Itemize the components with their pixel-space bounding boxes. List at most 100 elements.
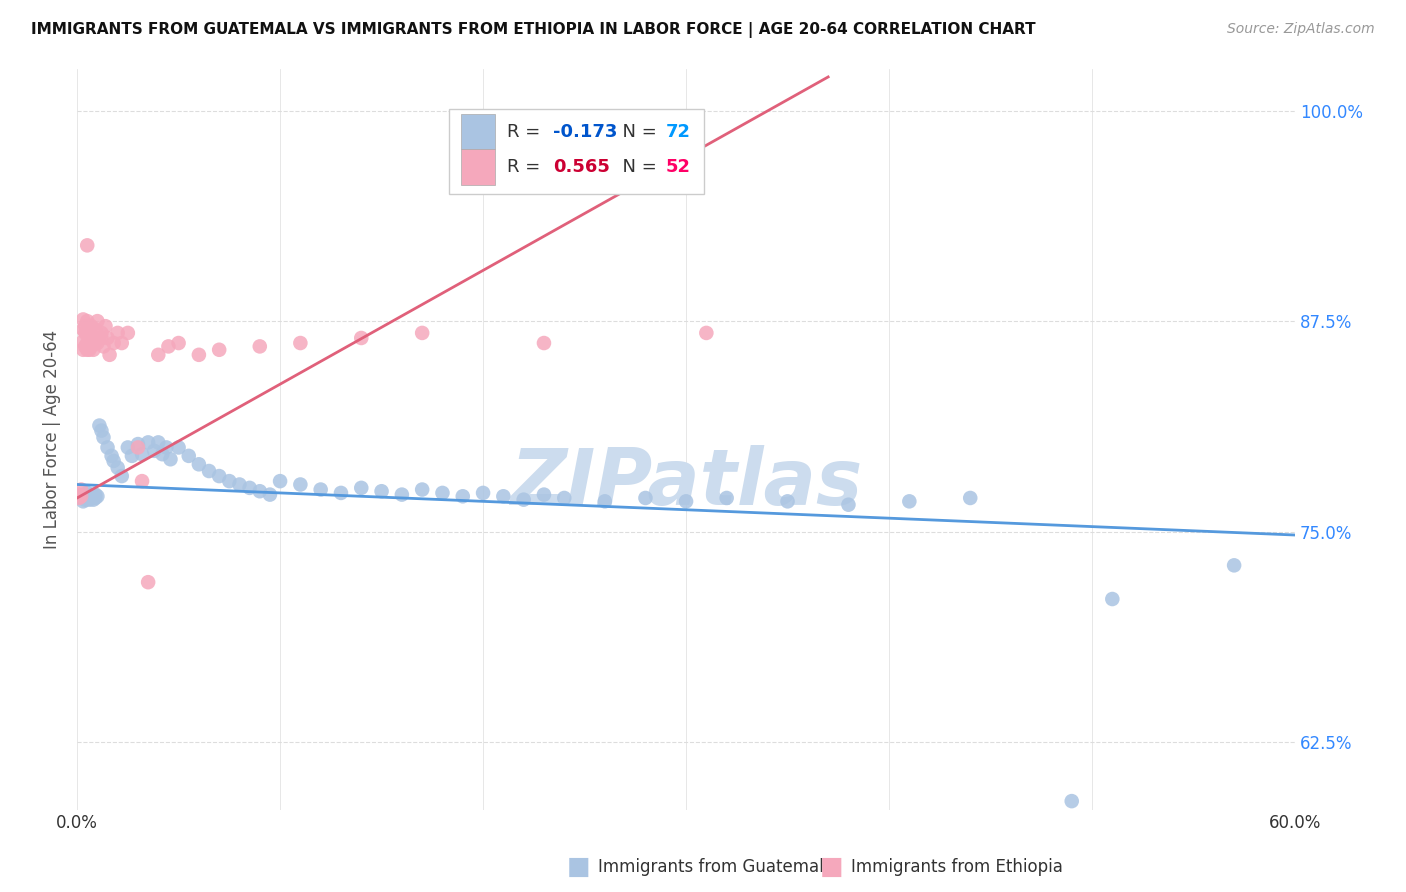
Point <box>72 322 94 336</box>
Point <box>198 464 221 478</box>
Point <box>76 486 98 500</box>
Text: N =: N = <box>610 158 662 176</box>
Point <box>70 489 93 503</box>
Point <box>187 348 209 362</box>
Point <box>84 491 107 505</box>
Y-axis label: In Labor Force | Age 20-64: In Labor Force | Age 20-64 <box>44 329 60 549</box>
Point <box>67 489 90 503</box>
Point <box>148 348 170 362</box>
Point <box>370 484 392 499</box>
Point <box>695 326 717 340</box>
Point <box>411 326 433 340</box>
Point <box>77 492 100 507</box>
Point <box>84 487 107 501</box>
Point <box>776 494 799 508</box>
Point <box>72 334 94 349</box>
Point <box>75 339 97 353</box>
Point <box>86 336 108 351</box>
Point <box>70 483 93 497</box>
Point <box>76 491 98 505</box>
Point <box>716 491 738 505</box>
Point <box>90 331 112 345</box>
Point <box>512 492 534 507</box>
Point <box>82 331 104 345</box>
Point <box>959 491 981 505</box>
Point <box>350 481 373 495</box>
Point <box>76 336 98 351</box>
Point <box>249 339 271 353</box>
Point <box>80 491 103 505</box>
Point <box>131 474 153 488</box>
Text: Immigrants from Guatemala: Immigrants from Guatemala <box>598 858 834 876</box>
FancyBboxPatch shape <box>461 113 495 149</box>
Point <box>100 449 122 463</box>
Point <box>472 486 495 500</box>
Point <box>290 336 312 351</box>
Point <box>187 458 209 472</box>
Point <box>107 326 129 340</box>
Point <box>98 348 121 362</box>
Point <box>208 469 231 483</box>
Point <box>82 343 104 357</box>
Text: ■: ■ <box>567 855 591 879</box>
Point <box>80 339 103 353</box>
Point <box>533 336 555 351</box>
Point <box>837 498 859 512</box>
Point <box>553 491 575 505</box>
Point <box>111 469 134 483</box>
Point <box>107 460 129 475</box>
Text: IMMIGRANTS FROM GUATEMALA VS IMMIGRANTS FROM ETHIOPIA IN LABOR FORCE | AGE 20-64: IMMIGRANTS FROM GUATEMALA VS IMMIGRANTS … <box>31 22 1036 38</box>
Point <box>82 492 104 507</box>
Text: 0.565: 0.565 <box>554 158 610 176</box>
Point <box>75 489 97 503</box>
Point <box>70 491 93 505</box>
Point <box>492 489 515 503</box>
Point <box>1223 558 1246 573</box>
Point <box>76 326 98 340</box>
Text: N =: N = <box>610 122 662 141</box>
Point <box>77 489 100 503</box>
Point <box>228 477 250 491</box>
Text: R =: R = <box>508 158 546 176</box>
Text: 52: 52 <box>665 158 690 176</box>
Point <box>80 319 103 334</box>
Point <box>96 441 118 455</box>
Point <box>77 331 100 345</box>
Text: Immigrants from Ethiopia: Immigrants from Ethiopia <box>851 858 1063 876</box>
Point <box>239 481 262 495</box>
Point <box>93 430 115 444</box>
Point <box>218 474 240 488</box>
Point <box>121 449 143 463</box>
Point <box>167 336 190 351</box>
Point <box>675 494 697 508</box>
Text: -0.173: -0.173 <box>554 122 617 141</box>
Point <box>1000 879 1022 892</box>
Point <box>309 483 332 497</box>
Point <box>103 336 125 351</box>
Point <box>451 489 474 503</box>
Point <box>111 336 134 351</box>
Point <box>136 575 159 590</box>
Point <box>86 314 108 328</box>
Point <box>350 331 373 345</box>
FancyBboxPatch shape <box>461 149 495 185</box>
Point <box>117 326 139 340</box>
Point <box>127 441 149 455</box>
Point <box>77 319 100 334</box>
Point <box>155 441 177 455</box>
Point <box>72 487 94 501</box>
Point <box>75 319 97 334</box>
Point <box>76 343 98 357</box>
Point <box>150 447 173 461</box>
Point <box>167 441 190 455</box>
Point <box>148 435 170 450</box>
Point <box>391 487 413 501</box>
Point <box>96 331 118 345</box>
Point <box>67 487 90 501</box>
Point <box>93 339 115 353</box>
Point <box>84 322 107 336</box>
Point <box>177 449 200 463</box>
Point <box>593 494 616 508</box>
Point <box>84 336 107 351</box>
Text: Source: ZipAtlas.com: Source: ZipAtlas.com <box>1227 22 1375 37</box>
